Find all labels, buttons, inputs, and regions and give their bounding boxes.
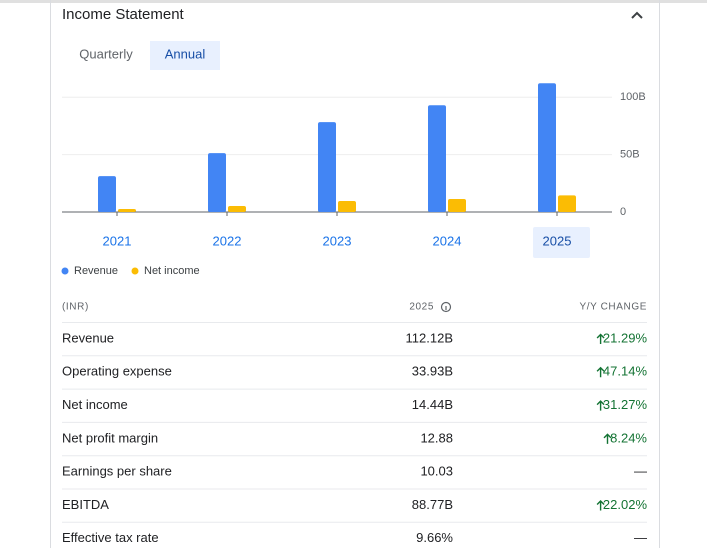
x-tick-label: 2025: [543, 233, 572, 248]
bar: [208, 153, 226, 212]
row-value: 21.29%: [603, 330, 648, 345]
row-value: 88.77B: [412, 497, 453, 512]
row-value: 12.88: [420, 430, 453, 445]
row-label: EBITDA: [62, 497, 109, 512]
y-tick-label: 0: [620, 206, 626, 218]
tab-annual[interactable]: Annual: [165, 46, 206, 61]
column-header: (INR): [62, 302, 89, 313]
table: (INR) 2025 Y/Y CHANGE Revenue 112.12B 21.29% O…: [62, 301, 648, 545]
row-value: 112.12B: [406, 330, 453, 345]
row-label: Effective tax rate: [62, 530, 159, 545]
up-arrow: [596, 366, 605, 378]
row-value: 14.44B: [412, 397, 453, 412]
collapse-icon[interactable]: [631, 11, 643, 19]
row-value: 33.93B: [412, 364, 453, 379]
bar: [558, 195, 576, 212]
legend-swatch: [131, 267, 139, 275]
year-selected-bg[interactable]: [533, 227, 590, 258]
tab-selected-bg[interactable]: [150, 41, 220, 70]
y-tick-label: 100B: [620, 91, 646, 103]
legend-label: Revenue: [74, 265, 118, 277]
x-tick-label: 2021: [103, 233, 132, 248]
row-value: 8.24%: [610, 430, 647, 445]
bar: [538, 83, 556, 212]
bar: [428, 105, 446, 212]
bar: [118, 209, 136, 212]
row-value: 10.03: [420, 464, 453, 479]
info-icon[interactable]: [440, 301, 452, 313]
row-label: Net profit margin: [62, 430, 158, 445]
legend-label: Net income: [144, 265, 200, 277]
row-value: 9.66%: [416, 530, 453, 545]
up-arrow: [596, 400, 605, 411]
row-label: Net income: [62, 397, 128, 412]
row-value: —: [634, 530, 647, 545]
bar: [338, 200, 356, 212]
x-tick-label: 2024: [433, 233, 462, 248]
up-arrow: [596, 500, 605, 511]
x-tick-label: 2022: [213, 233, 242, 248]
row-value: 31.27%: [603, 397, 648, 412]
card-title: Income Statement: [62, 6, 185, 23]
bar: [228, 206, 246, 212]
legend-swatch: [61, 267, 69, 275]
row-value: —: [634, 464, 647, 479]
y-tick-label: 50B: [620, 149, 640, 161]
chart: 0 50B 100B 2021 2022 2023 2024 2025 Revenue Net i…: [61, 83, 646, 277]
row-value: 22.02%: [603, 497, 648, 512]
column-header: Y/Y CHANGE: [580, 302, 648, 313]
up-arrow: [596, 333, 605, 344]
bar: [318, 122, 336, 212]
column-header: 2025: [409, 302, 434, 313]
row-label: Operating expense: [62, 364, 172, 379]
tab-quarterly[interactable]: Quarterly: [79, 46, 133, 61]
bar: [448, 199, 466, 212]
row-value: 47.14%: [603, 364, 648, 379]
bar: [98, 176, 116, 212]
row-label: Earnings per share: [62, 464, 172, 479]
x-tick-label: 2023: [323, 233, 352, 248]
row-label: Revenue: [62, 330, 114, 345]
up-arrow: [603, 433, 612, 444]
top-shadow: [0, 0, 707, 3]
